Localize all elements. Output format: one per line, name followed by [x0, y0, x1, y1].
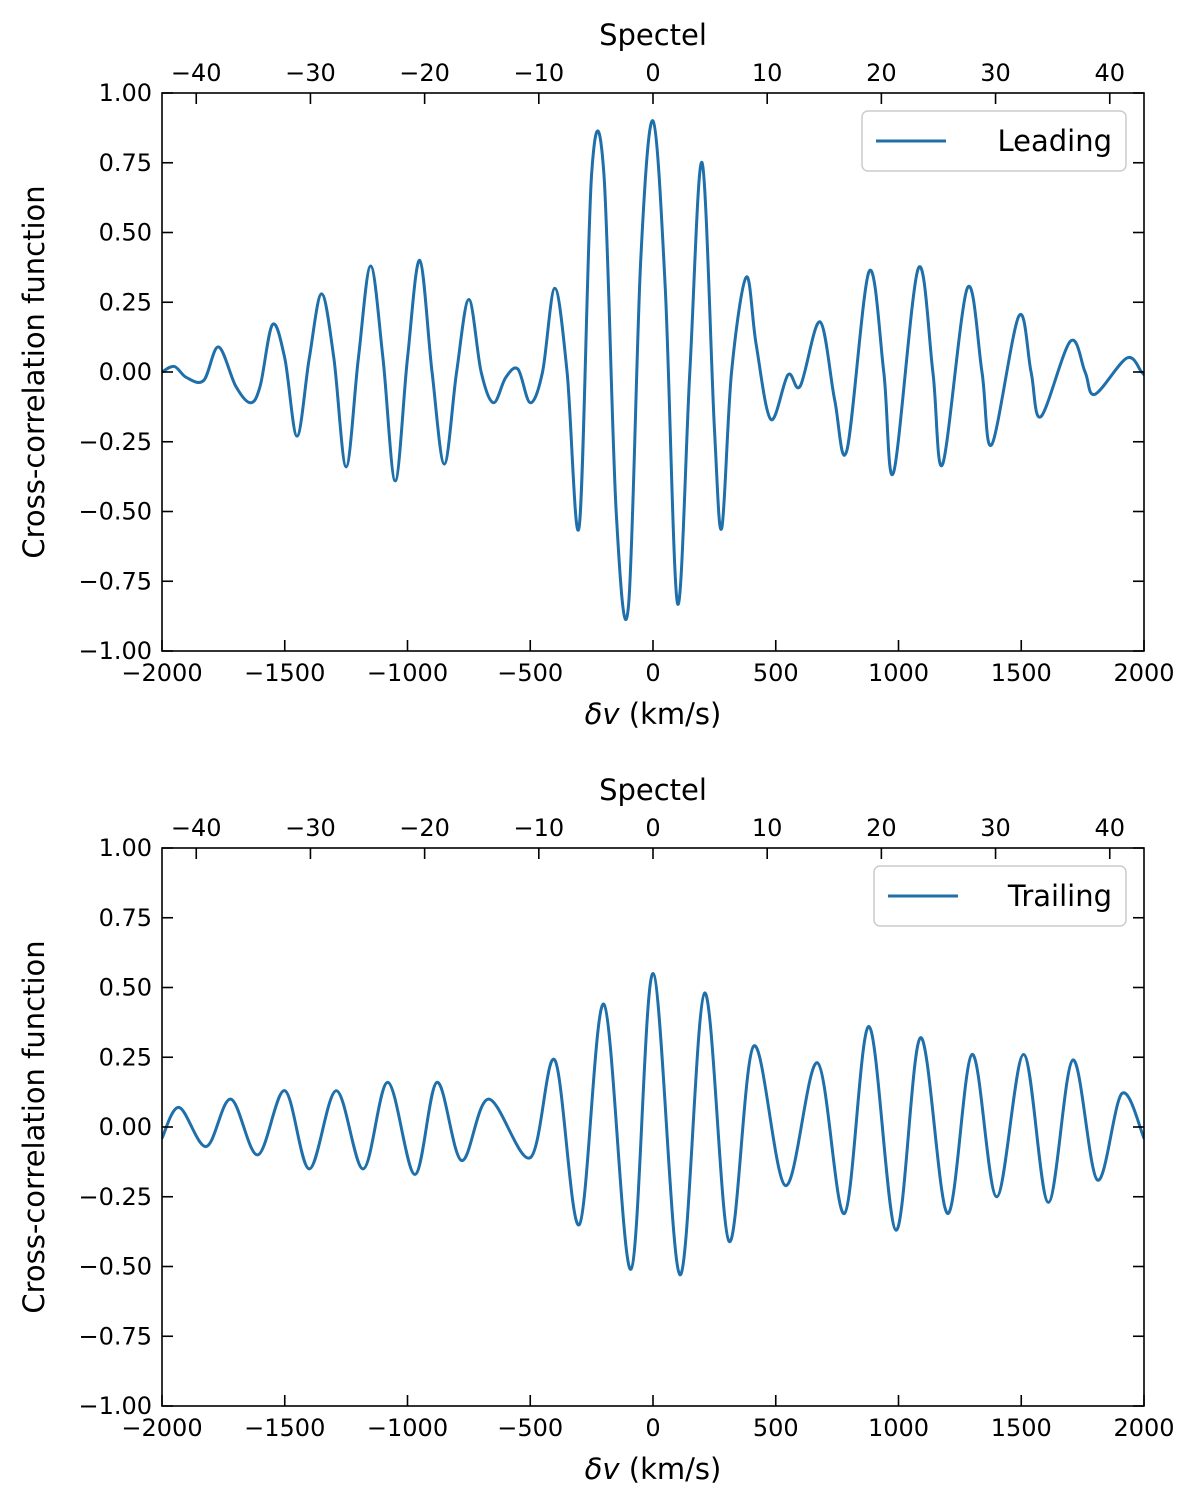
x-tick-label: 2000 [1113, 659, 1174, 687]
legend-box [861, 110, 1127, 172]
top-tick-label: 20 [866, 814, 897, 842]
y-tick-label: −0.50 [78, 1253, 152, 1281]
x-axis-label-symbol: δv [585, 1452, 621, 1486]
x-axis-label: δv (km/s) [585, 1452, 722, 1486]
top-tick-label: 0 [645, 814, 660, 842]
y-axis-label: Cross-correlation function [17, 940, 51, 1313]
x-tick-label: −1000 [367, 1414, 448, 1442]
top-tick-label: −30 [285, 59, 336, 87]
y-tick-label: 0.50 [99, 219, 152, 247]
x-axis-label: δv (km/s) [585, 697, 722, 731]
y-tick-label: 0.75 [99, 149, 152, 177]
y-tick-label: −0.75 [78, 1322, 152, 1350]
top-tick-label: 30 [980, 814, 1011, 842]
y-tick-label: −1.00 [78, 637, 152, 665]
top-tick-label: −10 [513, 814, 564, 842]
top-tick-label: −30 [285, 814, 336, 842]
x-axis-label-unit: (km/s) [620, 1452, 722, 1486]
top-tick-label: −40 [171, 59, 222, 87]
top-tick-label: 30 [980, 59, 1011, 87]
legend-label: Trailing [1007, 879, 1112, 913]
plot-frame [161, 847, 1145, 1407]
top-tick-label: 20 [866, 59, 897, 87]
top-tick-label: −20 [399, 59, 450, 87]
y-tick-label: −0.25 [78, 428, 152, 456]
x-tick-label: 0 [645, 1414, 660, 1442]
top-tick-label: 10 [752, 814, 783, 842]
x-tick-label: 1500 [991, 1414, 1052, 1442]
top-tick-label: 0 [645, 59, 660, 87]
plot-frame [161, 92, 1145, 652]
top-tick-label: 40 [1094, 814, 1125, 842]
x-tick-label: −2000 [121, 659, 202, 687]
panel-leading: −2000 −1500 −1000 −500 0 500 1000 1500 2000 −40 −3… [17, 18, 1175, 731]
top-tick-label: 40 [1094, 59, 1125, 87]
x-tick-label: −1500 [244, 1414, 325, 1442]
top-tick-label: −20 [399, 814, 450, 842]
x-tick-label: −1500 [244, 659, 325, 687]
y-tick-label: 0.00 [99, 1113, 152, 1141]
x-tick-label: 500 [753, 659, 799, 687]
y-tick-label: −0.25 [78, 1183, 152, 1211]
top-axis-label: Spectel [599, 773, 707, 807]
y-tick-label: 0.25 [99, 1043, 152, 1071]
x-tick-label: 1000 [868, 659, 929, 687]
x-axis-label-unit: (km/s) [620, 697, 722, 731]
x-tick-label: −500 [497, 1414, 563, 1442]
y-axis-label: Cross-correlation function [17, 185, 51, 558]
legend-box [873, 865, 1127, 927]
series-line-leading [162, 119, 1144, 622]
x-tick-label: 0 [645, 659, 660, 687]
y-tick-label: 0.75 [99, 904, 152, 932]
series-line-trailing [162, 972, 1144, 1277]
top-tick-label: −10 [513, 59, 564, 87]
y-tick-label: 0.50 [99, 974, 152, 1002]
x-tick-label: −2000 [121, 1414, 202, 1442]
y-tick-label: 1.00 [99, 79, 152, 107]
y-tick-label: 0.25 [99, 288, 152, 316]
y-tick-label: 0.00 [99, 358, 152, 386]
x-tick-label: −1000 [367, 659, 448, 687]
y-tick-label: −0.50 [78, 498, 152, 526]
y-tick-label: 1.00 [99, 834, 152, 862]
x-axis-label-symbol: δv [585, 697, 621, 731]
y-tick-label: −1.00 [78, 1392, 152, 1420]
x-tick-label: 500 [753, 1414, 799, 1442]
y-tick-label: −0.75 [78, 567, 152, 595]
x-tick-label: 2000 [1113, 1414, 1174, 1442]
x-tick-label: −500 [497, 659, 563, 687]
x-tick-label: 1500 [991, 659, 1052, 687]
top-axis-label: Spectel [599, 18, 707, 52]
top-tick-label: 10 [752, 59, 783, 87]
panel-trailing: −2000 −1500 −1000 −500 0 500 1000 1500 2000 −40 −3… [17, 773, 1175, 1486]
top-tick-label: −40 [171, 814, 222, 842]
legend-label: Leading [997, 124, 1112, 158]
x-tick-label: 1000 [868, 1414, 929, 1442]
